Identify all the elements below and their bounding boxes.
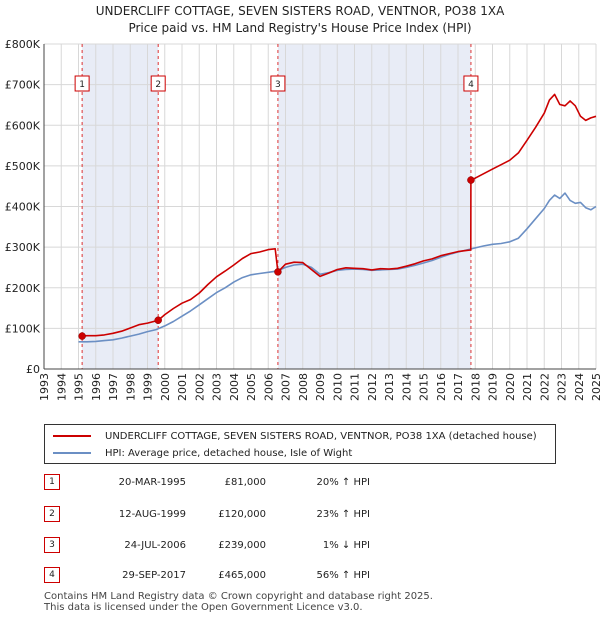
x-tick-label: 1996 — [90, 373, 103, 401]
x-tick-label: 2000 — [159, 373, 172, 401]
legend-label-hpi: HPI: Average price, detached house, Isle… — [105, 447, 353, 459]
x-tick-label: 1995 — [73, 373, 86, 401]
sale-label-box — [270, 75, 286, 92]
x-tick-label: 2023 — [556, 373, 569, 401]
y-tick-label: £700K — [5, 79, 41, 92]
y-tick-label: £200K — [5, 282, 41, 295]
transaction-date: 12-AUG-1999 — [118, 508, 186, 520]
x-tick-label: 1993 — [38, 373, 51, 401]
y-tick-label: £0 — [26, 363, 40, 376]
x-tick-label: 1999 — [142, 373, 155, 401]
sale-label-box — [150, 75, 166, 92]
property-price-line — [82, 93, 597, 337]
transaction-date: 20-MAR-1995 — [118, 476, 186, 488]
transaction-number: 1 — [44, 474, 60, 490]
x-tick-label: 2006 — [262, 373, 275, 401]
transaction-price: £120,000 — [218, 508, 266, 520]
y-tick-label: £500K — [5, 160, 41, 173]
legend-item-property: UNDERCLIFF COTTAGE, SEVEN SISTERS ROAD, … — [53, 428, 537, 444]
y-tick-label: £600K — [5, 119, 41, 132]
y-tick-label: £800K — [5, 38, 41, 51]
x-tick-label: 2011 — [349, 373, 362, 401]
x-tick-label: 2015 — [418, 373, 431, 401]
x-tick-label: 2013 — [383, 373, 396, 401]
footer-copyright: Contains HM Land Registry data © Crown c… — [44, 591, 433, 602]
chart-subtitle: Price paid vs. HM Land Registry's House … — [128, 21, 472, 35]
sale-point — [78, 332, 86, 340]
transaction-date: 24-JUL-2006 — [124, 539, 186, 551]
x-tick-label: 2005 — [245, 373, 258, 401]
sale-label-box — [463, 75, 479, 92]
price-chart: £0 £100K £200K £300K £400K £500K £600K £700K £80… — [5, 38, 600, 401]
x-tick-label: 2018 — [469, 373, 482, 401]
transaction-hpi: 1% ↓ HPI — [322, 539, 370, 551]
x-tick-label: 2014 — [400, 373, 413, 401]
transaction-row: 4 29-SEP-2017 £465,000 56% ↑ HPI — [44, 566, 370, 584]
sale-label-text: 3 — [275, 80, 281, 90]
transaction-price: £239,000 — [218, 539, 266, 551]
transaction-price: £81,000 — [224, 476, 266, 488]
sale-label-box — [74, 75, 90, 92]
transaction-row: 3 24-JUL-2006 £239,000 1% ↓ HPI — [44, 536, 370, 554]
x-tick-label: 1994 — [55, 373, 68, 401]
x-tick-label: 2008 — [297, 373, 310, 401]
legend: UNDERCLIFF COTTAGE, SEVEN SISTERS ROAD, … — [44, 424, 556, 464]
x-tick-label: 2024 — [573, 373, 586, 401]
legend-swatch-hpi — [53, 452, 91, 454]
x-tick-label: 2020 — [504, 373, 517, 401]
sale-label-text: 1 — [79, 80, 85, 90]
transaction-date: 29-SEP-2017 — [122, 569, 186, 581]
x-tick-label: 2019 — [487, 373, 500, 401]
transaction-number: 4 — [44, 567, 60, 583]
transaction-number: 3 — [44, 537, 60, 553]
x-tick-label: 2022 — [538, 373, 551, 401]
y-tick-label: £300K — [5, 241, 41, 254]
x-tick-label: 2007 — [280, 373, 293, 401]
x-tick-label: 2001 — [176, 373, 189, 401]
x-tick-label: 2025 — [590, 373, 600, 401]
transaction-hpi: 23% ↑ HPI — [316, 508, 370, 520]
transaction-price: £465,000 — [218, 569, 266, 581]
transaction-hpi: 20% ↑ HPI — [316, 476, 370, 488]
x-tick-label: 1997 — [107, 373, 120, 401]
y-tick-label: £100K — [5, 322, 41, 335]
sale-point — [467, 176, 475, 184]
x-tick-label: 2012 — [366, 373, 379, 401]
chart-title: UNDERCLIFF COTTAGE, SEVEN SISTERS ROAD, … — [95, 4, 505, 18]
x-tick-label: 2002 — [193, 373, 206, 401]
transaction-hpi: 56% ↑ HPI — [316, 569, 370, 581]
x-tick-label: 2009 — [314, 373, 327, 401]
transaction-row: 2 12-AUG-1999 £120,000 23% ↑ HPI — [44, 505, 370, 523]
x-tick-label: 2004 — [228, 373, 241, 401]
sale-label-text: 2 — [155, 80, 161, 90]
x-tick-label: 2016 — [435, 373, 448, 401]
y-tick-label: £400K — [5, 201, 41, 214]
legend-label-property: UNDERCLIFF COTTAGE, SEVEN SISTERS ROAD, … — [105, 430, 537, 442]
x-tick-label: 1998 — [124, 373, 137, 401]
footer-licence: This data is licensed under the Open Gov… — [44, 602, 363, 613]
legend-swatch-property — [53, 435, 91, 437]
transaction-row: 1 20-MAR-1995 £81,000 20% ↑ HPI — [44, 473, 370, 491]
x-tick-label: 2010 — [331, 373, 344, 401]
x-tick-label: 2017 — [452, 373, 465, 401]
sale-point — [274, 268, 282, 276]
transaction-number: 2 — [44, 506, 60, 522]
x-tick-label: 2003 — [211, 373, 224, 401]
sale-label-text: 4 — [468, 80, 474, 90]
x-tick-label: 2021 — [521, 373, 534, 401]
sale-point — [154, 316, 162, 324]
legend-item-hpi: HPI: Average price, detached house, Isle… — [53, 445, 352, 461]
